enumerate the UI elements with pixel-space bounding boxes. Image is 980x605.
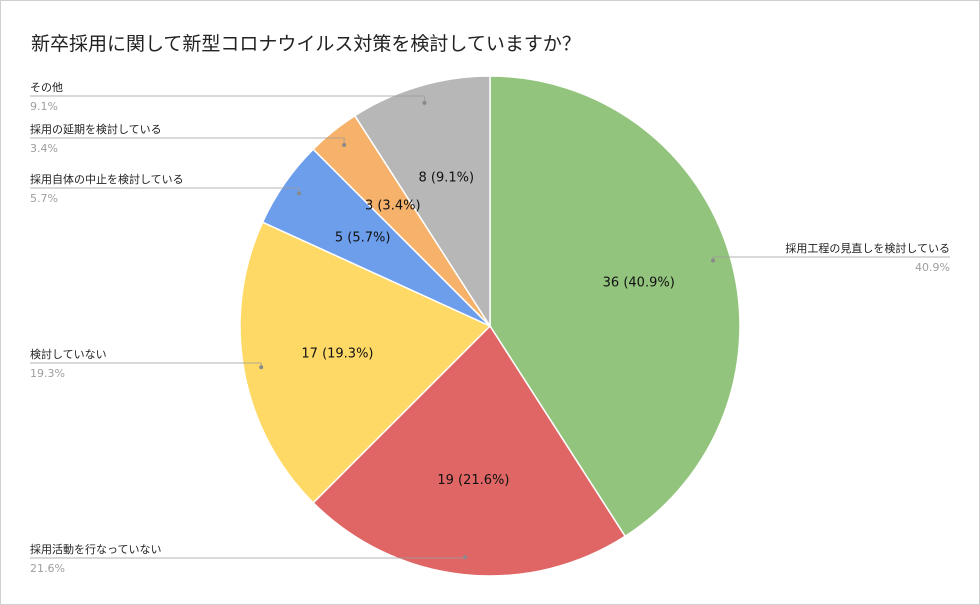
slice-2-leader-dot [259,365,264,370]
slice-2-percent-label: 19.3% [30,367,65,380]
slice-0-name-label: 採用工程の見直しを検討している [785,241,950,255]
slice-0-value-label: 36 (40.9%) [603,275,675,290]
slice-3-leader-dot [297,191,302,196]
pie-slices [239,75,741,577]
slice-5-name-label: その他 [30,81,63,94]
slice-1-leader-dot [463,555,468,560]
slice-0-leader-dot [711,258,716,263]
slice-2-value-label: 17 (19.3%) [301,347,373,362]
slice-4-value-label: 3 (3.4%) [365,198,421,213]
slice-0-percent-label: 40.9% [915,261,950,274]
chart-title: 新卒採用に関して新型コロナウイルス対策を検討していますか？ [31,33,581,55]
slice-2-name-label: 検討していない [30,347,107,361]
slice-5-value-label: 8 (9.1%) [419,170,475,185]
slice-3-value-label: 5 (5.7%) [335,231,391,246]
slice-3-leader-line [30,187,300,194]
slice-4-leader-line [30,137,345,145]
slice-1 [312,324,627,577]
slice-5-leader-line [30,95,425,103]
slice-5-leader-dot [422,100,427,105]
leader-lines [30,95,950,560]
slice-5-percent-label: 9.1% [30,100,58,113]
slice-1-value-label: 19 (21.6%) [437,473,509,488]
slice-2 [239,221,492,504]
slice-4-name-label: 採用の延期を検討している [30,122,162,136]
slice-1-name-label: 採用活動を行なっていない [30,542,161,556]
slice-5 [353,75,491,329]
slice-0 [489,75,741,538]
slice-1-percent-label: 21.6% [30,562,65,575]
slice-3-name-label: 採用自体の中止を検討している [30,172,184,186]
slice-3-percent-label: 5.7% [30,192,58,205]
slice-4-leader-dot [342,142,347,147]
slice-value-labels: 36 (40.9%) 19 (21.6%) 17 (19.3%) 5 (5.7%) 3 … [301,170,674,488]
slice-0-leader-line [712,256,950,261]
slice-4-percent-label: 3.4% [30,142,58,155]
external-labels: 採用工程の見直しを検討している 40.9% 採用活動を行なっていない 21.6% 検討し… [30,81,950,575]
